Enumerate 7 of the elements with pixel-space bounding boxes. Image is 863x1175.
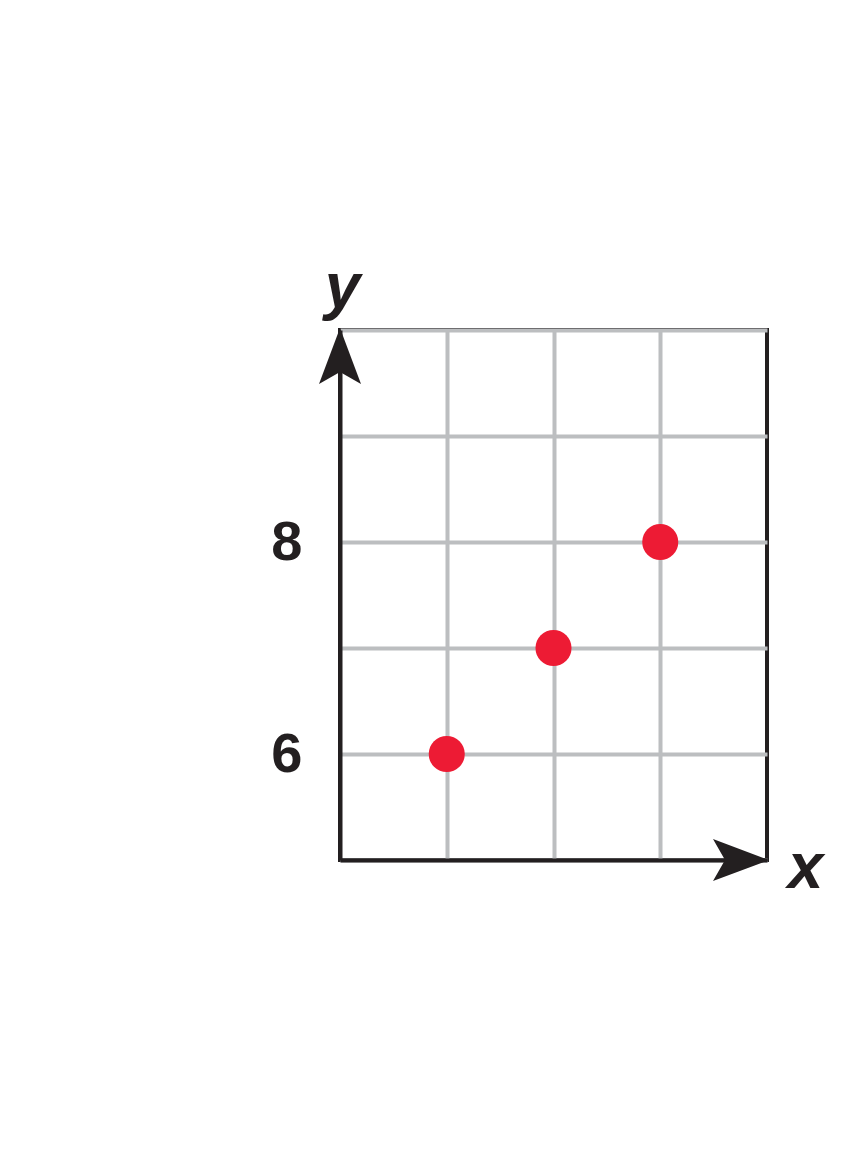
y-tick-label: 6 [271, 720, 303, 784]
point [535, 630, 572, 666]
point [428, 736, 465, 772]
y-tick-label: 8 [271, 508, 303, 572]
x-axis-title: x [784, 829, 826, 902]
y-axis-title: y [321, 249, 364, 322]
point [642, 524, 679, 560]
